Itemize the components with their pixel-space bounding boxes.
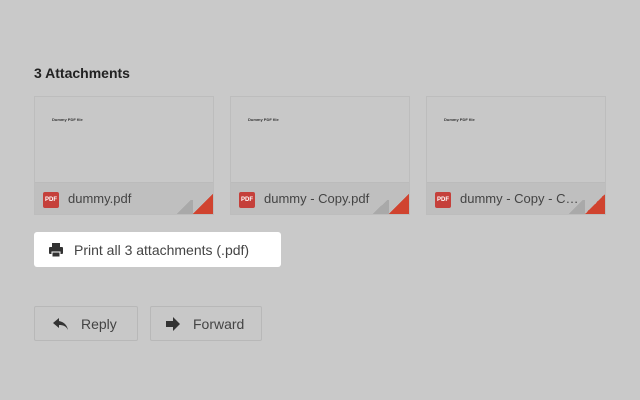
print-label: Print all 3 attachments (.pdf) bbox=[74, 241, 250, 258]
fold-shadow bbox=[567, 200, 585, 214]
reply-icon bbox=[53, 317, 68, 330]
preview-text: Dummy PDF file bbox=[52, 117, 83, 122]
printer-icon bbox=[49, 242, 63, 257]
pdf-icon: PDF bbox=[43, 192, 59, 208]
fold-shadow bbox=[371, 200, 389, 214]
attachments-title: 3 Attachments bbox=[34, 65, 130, 81]
attachment-preview: Dummy PDF file bbox=[231, 97, 409, 183]
attachment-footer: PDF dummy.pdf bbox=[35, 183, 213, 214]
print-all-button[interactable]: Print all 3 attachments (.pdf) bbox=[34, 232, 281, 267]
attachment-footer: PDF dummy - Copy - Copy.pdf bbox=[427, 183, 605, 214]
attachment-footer: PDF dummy - Copy.pdf bbox=[231, 183, 409, 214]
forward-button[interactable]: Forward bbox=[150, 306, 262, 341]
pdf-icon: PDF bbox=[239, 192, 255, 208]
reply-button[interactable]: Reply bbox=[34, 306, 138, 341]
page-corner-icon bbox=[585, 194, 605, 214]
attachment-card[interactable]: Dummy PDF file PDF dummy - Copy.pdf bbox=[230, 96, 410, 215]
reply-label: Reply bbox=[81, 315, 117, 332]
preview-text: Dummy PDF file bbox=[444, 117, 475, 122]
page-corner-icon bbox=[389, 194, 409, 214]
forward-icon bbox=[166, 316, 180, 331]
forward-label: Forward bbox=[193, 315, 245, 332]
attachment-preview: Dummy PDF file bbox=[35, 97, 213, 183]
attachment-preview: Dummy PDF file bbox=[427, 97, 605, 183]
fold-shadow bbox=[175, 200, 193, 214]
page-corner-icon bbox=[193, 194, 213, 214]
preview-text: Dummy PDF file bbox=[248, 117, 279, 122]
pdf-icon: PDF bbox=[435, 192, 451, 208]
attachment-card[interactable]: Dummy PDF file PDF dummy.pdf bbox=[34, 96, 214, 215]
attachment-card[interactable]: Dummy PDF file PDF dummy - Copy - Copy.p… bbox=[426, 96, 606, 215]
